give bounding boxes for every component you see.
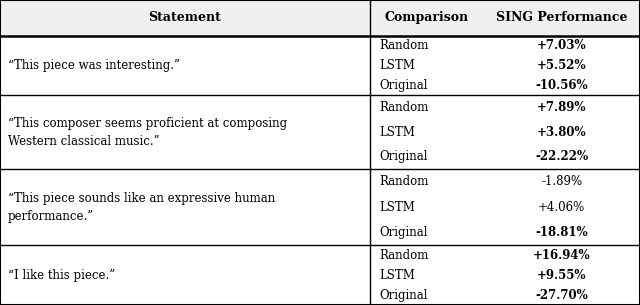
Text: LSTM: LSTM xyxy=(380,269,415,282)
Text: “This piece was interesting.”: “This piece was interesting.” xyxy=(8,59,180,72)
Text: Random: Random xyxy=(380,39,429,52)
Text: Original: Original xyxy=(380,226,428,239)
Text: -27.70%: -27.70% xyxy=(535,289,588,302)
Text: +7.03%: +7.03% xyxy=(537,39,586,52)
Text: Random: Random xyxy=(380,175,429,188)
Text: LSTM: LSTM xyxy=(380,59,415,72)
Text: -22.22%: -22.22% xyxy=(535,150,588,163)
Text: -1.89%: -1.89% xyxy=(541,175,582,188)
Text: “This composer seems proficient at composing
Western classical music.”: “This composer seems proficient at compo… xyxy=(8,117,287,148)
Text: “This piece sounds like an expressive human
performance.”: “This piece sounds like an expressive hu… xyxy=(8,192,275,223)
Text: -10.56%: -10.56% xyxy=(536,79,588,92)
Text: +5.52%: +5.52% xyxy=(537,59,586,72)
Text: SING Performance: SING Performance xyxy=(496,11,627,24)
Text: +3.80%: +3.80% xyxy=(537,126,586,138)
Text: +4.06%: +4.06% xyxy=(538,200,586,214)
Text: LSTM: LSTM xyxy=(380,200,415,214)
Text: Statement: Statement xyxy=(148,11,221,24)
Text: Random: Random xyxy=(380,101,429,114)
Text: Comparison: Comparison xyxy=(385,11,468,24)
Text: “I like this piece.”: “I like this piece.” xyxy=(8,269,115,282)
Text: Random: Random xyxy=(380,249,429,262)
Text: LSTM: LSTM xyxy=(380,126,415,138)
Text: Original: Original xyxy=(380,79,428,92)
Text: +7.89%: +7.89% xyxy=(537,101,586,114)
Bar xyxy=(0,0,640,36)
Text: Original: Original xyxy=(380,289,428,302)
Text: -18.81%: -18.81% xyxy=(536,226,588,239)
Text: +9.55%: +9.55% xyxy=(537,269,586,282)
Text: +16.94%: +16.94% xyxy=(533,249,591,262)
Text: Original: Original xyxy=(380,150,428,163)
